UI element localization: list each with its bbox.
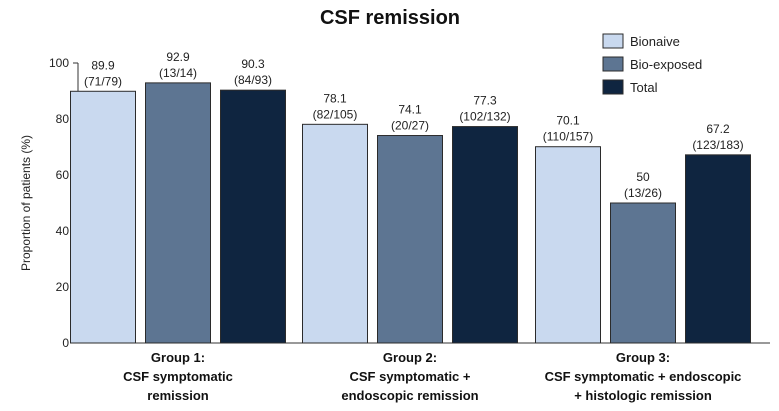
data-label-value: 78.1 — [323, 91, 347, 105]
legend-swatch — [602, 79, 624, 95]
data-label-value: 50 — [636, 170, 650, 184]
data-labels: 89.9 (71/79) 78.1 (82/105) 70.1 (110/157) 92.9… — [84, 50, 744, 200]
y-tick-label: 0 — [62, 336, 69, 350]
legend-label: Total — [630, 80, 658, 95]
data-label-value: 92.9 — [166, 50, 190, 64]
category-label-line: Group 2: — [383, 350, 437, 365]
category-labels: Group 1: CSF symptomatic remission Group 2:… — [123, 350, 741, 403]
y-tick-label: 80 — [56, 112, 70, 126]
bar-total-group-1 — [220, 89, 286, 344]
data-label-count: (13/26) — [624, 186, 662, 200]
bar-bionaive-group-1 — [70, 90, 136, 344]
category-label-line: remission — [147, 388, 208, 403]
category-label-line: Group 3: — [616, 350, 670, 365]
y-tick-label: 100 — [49, 56, 69, 70]
category-label-line: + histologic remission — [574, 388, 712, 403]
bar-bio-exposed-group-1 — [145, 82, 211, 344]
data-label-count: (13/14) — [159, 66, 197, 80]
data-label-value: 90.3 — [241, 57, 265, 71]
data-label-count: (71/79) — [84, 74, 122, 88]
legend-label: Bionaive — [630, 34, 680, 49]
data-label-value: 74.1 — [398, 103, 422, 117]
legend-swatch — [602, 56, 624, 72]
y-tick-label: 20 — [56, 280, 70, 294]
data-label-count: (110/157) — [543, 130, 593, 144]
legend: Bionaive Bio-exposed Total — [602, 33, 702, 95]
bars — [70, 82, 751, 344]
chart-title: CSF remission — [320, 7, 460, 29]
category-label-line: endoscopic remission — [341, 388, 478, 403]
y-tick-label: 60 — [56, 168, 70, 182]
bar-bionaive-group-2 — [302, 123, 368, 344]
bar-total-group-2 — [452, 126, 518, 344]
bar-bio-exposed-group-2 — [377, 135, 443, 344]
y-axis-label: Proportion of patients (%) — [19, 135, 33, 271]
legend-swatch — [602, 33, 624, 49]
data-label-value: 89.9 — [91, 58, 115, 72]
y-tick-label: 40 — [56, 224, 70, 238]
category-label-line: CSF symptomatic + — [349, 369, 470, 384]
data-label-count: (20/27) — [391, 119, 429, 133]
bar-bio-exposed-group-3 — [610, 202, 676, 344]
legend-label: Bio-exposed — [630, 57, 702, 72]
bar-total-group-3 — [685, 154, 751, 344]
data-label-count: (82/105) — [313, 107, 358, 121]
data-label-value: 67.2 — [706, 122, 730, 136]
category-label-line: Group 1: — [151, 350, 205, 365]
bar-bionaive-group-3 — [535, 146, 601, 344]
data-label-count: (84/93) — [234, 73, 272, 87]
category-label-line: CSF symptomatic — [123, 369, 233, 384]
data-label-count: (102/132) — [459, 110, 510, 124]
data-label-count: (123/183) — [692, 138, 743, 152]
data-label-value: 70.1 — [556, 114, 580, 128]
category-label-line: CSF symptomatic + endoscopic — [545, 369, 742, 384]
data-label-value: 77.3 — [473, 94, 497, 108]
